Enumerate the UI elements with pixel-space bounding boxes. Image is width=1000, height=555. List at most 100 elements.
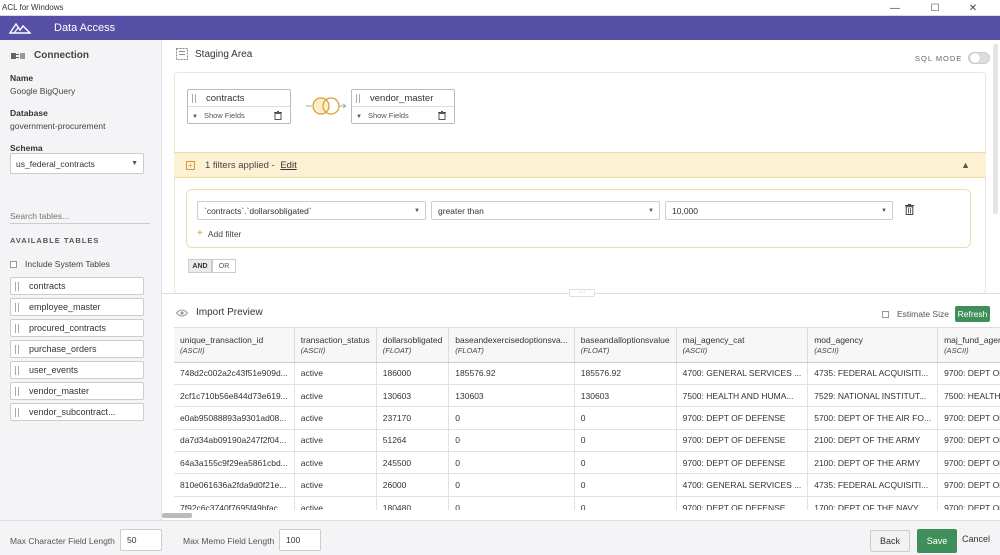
and-button[interactable]: AND xyxy=(188,259,212,273)
minimize-button[interactable]: — xyxy=(890,2,900,14)
column-header[interactable]: transaction_status (ASCII) xyxy=(294,328,377,363)
filters-summary: 1 filters applied - Edit xyxy=(205,160,297,171)
table-item-employee-master[interactable]: employee_master xyxy=(10,298,144,316)
splitter-handle-icon[interactable]: ··· xyxy=(569,289,595,297)
table-cell: 1700: DEPT OF THE NAVY xyxy=(807,496,939,510)
drag-handle-icon[interactable] xyxy=(15,281,19,291)
filters-bar: + 1 filters applied - Edit ▲ xyxy=(174,152,986,178)
filter-field-select[interactable]: `contracts`.`dollarsobligated` ▼ xyxy=(197,201,426,220)
save-button[interactable]: Save xyxy=(917,529,957,553)
database-label: Database xyxy=(10,108,48,118)
add-filter-button[interactable]: + Add filter xyxy=(197,228,241,239)
staged-table-vendor-master[interactable]: vendor_master ▼ Show Fields xyxy=(351,89,455,124)
drag-handle-icon[interactable] xyxy=(15,323,19,333)
table-item-label: user_events xyxy=(29,365,79,375)
column-name: baseandexercisedoptionsva... xyxy=(455,334,568,345)
show-fields-toggle[interactable]: ▼ Show Fields xyxy=(192,111,245,120)
inner-join-icon[interactable] xyxy=(306,96,346,116)
app-title: Data Access xyxy=(54,22,116,34)
maximize-button[interactable]: ☐ xyxy=(930,2,940,14)
include-system-tables-checkbox[interactable]: Include System Tables xyxy=(10,259,110,269)
max-char-field-length-input[interactable] xyxy=(120,529,162,551)
column-header[interactable]: maj_agency_cat (ASCII) xyxy=(676,328,809,363)
cancel-button[interactable]: Cancel xyxy=(962,534,991,544)
table-item-procured-contracts[interactable]: procured_contracts xyxy=(10,319,144,337)
table-cell: 5700: DEPT OF THE AIR FO... xyxy=(807,406,939,430)
drag-handle-icon[interactable] xyxy=(15,407,19,417)
available-tables-list: contracts employee_master procured_contr… xyxy=(10,277,144,424)
column-type: (FLOAT) xyxy=(455,345,484,355)
drag-handle-icon[interactable] xyxy=(15,302,19,312)
close-window-button[interactable]: ✕ xyxy=(968,2,978,14)
trash-icon[interactable] xyxy=(274,110,282,120)
table-cell: 0 xyxy=(448,429,575,453)
max-memo-field-length-input[interactable] xyxy=(279,529,321,551)
table-item-label: procured_contracts xyxy=(29,323,107,333)
import-preview-title: Import Preview xyxy=(196,307,263,318)
table-cell: 2cf1c710b56e844d73e619... xyxy=(174,384,295,408)
drag-handle-icon[interactable] xyxy=(15,386,19,396)
vertical-scrollbar[interactable] xyxy=(993,44,998,214)
drag-handle-icon[interactable] xyxy=(15,344,19,354)
column-header[interactable]: unique_transaction_id (ASCII) xyxy=(174,328,295,363)
search-tables-input[interactable] xyxy=(10,208,150,224)
max-memo-field-length-label: Max Memo Field Length xyxy=(183,536,275,546)
chevron-down-icon: ▼ xyxy=(881,207,887,214)
staging-area-icon xyxy=(176,48,188,60)
trash-icon[interactable] xyxy=(438,110,446,120)
toggle-switch[interactable] xyxy=(968,52,991,64)
column-header[interactable]: mod_agency (ASCII) xyxy=(807,328,939,363)
trash-icon[interactable] xyxy=(905,204,914,215)
table-cell: 2100: DEPT OF THE ARMY xyxy=(807,429,939,453)
edit-filters-link[interactable]: Edit xyxy=(280,159,297,171)
chevron-up-icon[interactable]: ▲ xyxy=(961,160,970,170)
table-item-contracts[interactable]: contracts xyxy=(10,277,144,295)
table-item-label: vendor_master xyxy=(29,386,90,396)
drag-handle-icon[interactable] xyxy=(192,93,196,103)
refresh-button[interactable]: Refresh xyxy=(955,306,990,322)
table-cell: e0ab95088893a9301ad08... xyxy=(174,406,295,430)
include-system-tables-label: Include System Tables xyxy=(25,259,110,269)
table-cell: 9700: DEPT OF DEFE xyxy=(937,451,1000,475)
name-value: Google BigQuery xyxy=(10,86,76,96)
filter-operator-select[interactable]: greater than ▼ xyxy=(431,201,660,220)
database-value: government-procurement xyxy=(10,121,106,131)
chevron-down-icon: ▼ xyxy=(648,207,654,214)
table-cell: 0 xyxy=(448,451,575,475)
drag-handle-icon[interactable] xyxy=(15,365,19,375)
table-item-vendor-subcontract[interactable]: vendor_subcontract... xyxy=(10,403,144,421)
chevron-down-icon: ▼ xyxy=(131,160,138,167)
table-cell: active xyxy=(294,473,377,497)
table-item-vendor-master[interactable]: vendor_master xyxy=(10,382,144,400)
column-header[interactable]: dollarsobligated (FLOAT) xyxy=(376,328,450,363)
table-cell: 4735: FEDERAL ACQUISITI... xyxy=(807,362,939,385)
or-button[interactable]: OR xyxy=(212,259,236,273)
table-item-purchase-orders[interactable]: purchase_orders xyxy=(10,340,144,358)
horizontal-scrollbar[interactable] xyxy=(162,513,192,518)
column-header[interactable]: maj_fund_agency_cat(ASCII) xyxy=(937,328,1000,363)
back-button[interactable]: Back xyxy=(870,530,910,552)
schema-select[interactable]: us_federal_contracts ▼ xyxy=(10,153,144,174)
staged-table-contracts[interactable]: contracts ▼ Show Fields xyxy=(187,89,291,124)
table-item-user-events[interactable]: user_events xyxy=(10,361,144,379)
column-name: maj_fund_agency_cat xyxy=(944,334,1000,345)
show-fields-toggle[interactable]: ▼ Show Fields xyxy=(356,111,409,120)
table-cell: 0 xyxy=(574,473,677,497)
sql-mode-label: SQL MODE xyxy=(915,53,963,63)
table-cell: 9700: DEPT OF DEFE xyxy=(937,362,1000,385)
table-cell: 7500: HEALTH AND H xyxy=(937,384,1000,408)
staged-table-name: contracts xyxy=(206,92,245,104)
column-type: (ASCII) xyxy=(944,345,969,355)
schema-select-value: us_federal_contracts xyxy=(16,158,95,169)
plus-icon[interactable]: + xyxy=(186,160,195,170)
filter-value-input[interactable]: 10,000 ▼ xyxy=(665,201,893,220)
sql-mode-switch[interactable]: SQL MODE xyxy=(915,52,991,64)
table-cell: 0 xyxy=(448,473,575,497)
acl-logo-icon xyxy=(0,16,40,40)
table-cell: 0 xyxy=(574,429,677,453)
column-header[interactable]: baseandalloptionsvalue (FLOAT) xyxy=(574,328,677,363)
column-header[interactable]: baseandexercisedoptionsva... (FLOAT) xyxy=(448,328,575,363)
drag-handle-icon[interactable] xyxy=(356,93,360,103)
table-cell: 4700: GENERAL SERVICES ... xyxy=(676,473,809,497)
estimate-size-checkbox[interactable]: Estimate Size xyxy=(882,309,949,319)
